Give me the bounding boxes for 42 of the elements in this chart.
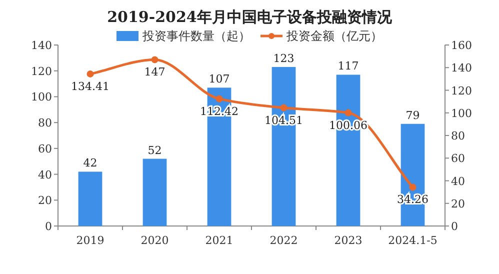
x-tick-label: 2022 [270, 234, 298, 247]
y2-tick-label: 100 [451, 106, 472, 120]
point [216, 95, 223, 102]
legend-label: 投资事件数量（起） [142, 29, 250, 43]
point [86, 70, 94, 78]
y2-tick-label: 40 [451, 174, 465, 188]
data-label: 123 [273, 52, 294, 65]
data-label: 134.41 [71, 80, 110, 93]
legend-label: 投资金额（亿元） [286, 29, 382, 43]
y2-tick-label: 140 [451, 62, 472, 75]
data-label: 42 [83, 156, 98, 170]
y2-tick-label: 120 [451, 84, 472, 98]
y-tick-label: 0 [45, 220, 52, 233]
point [409, 184, 416, 191]
y2-tick-label: 80 [451, 130, 465, 142]
data-label: 147 [144, 66, 166, 79]
chart-title: 2019-2024年月中国电子设备投融资情况 [107, 8, 393, 26]
point [344, 109, 352, 116]
y-tick-label: 20 [38, 194, 52, 208]
y-tick-label: 80 [38, 116, 52, 130]
y-tick-label: 40 [38, 168, 52, 182]
x-tick-label: 2023 [334, 234, 362, 247]
x-tick-label: 2020 [140, 234, 169, 247]
x-tick-label: 2021 [205, 234, 234, 247]
y-tick-label: 60 [38, 142, 52, 156]
point [151, 56, 158, 64]
y-tick-label: 140 [31, 39, 52, 52]
x-tick-label: 2024.1-5 [388, 234, 438, 247]
data-label: 52 [148, 144, 162, 157]
x-tick-label: 2019 [76, 234, 104, 247]
y2-tick-label: 20 [451, 197, 465, 210]
bar [142, 158, 167, 226]
data-label: 117 [338, 60, 359, 73]
y2-tick-label: 60 [451, 152, 465, 166]
data-label: 107 [208, 72, 230, 86]
data-label: 79 [406, 108, 420, 122]
y2-tick-label: 160 [451, 39, 472, 52]
y-tick-label: 120 [31, 64, 52, 78]
point [280, 104, 288, 112]
bar [78, 172, 102, 226]
y-tick-label: 100 [31, 90, 52, 104]
y2-tick-label: 0 [451, 220, 458, 233]
